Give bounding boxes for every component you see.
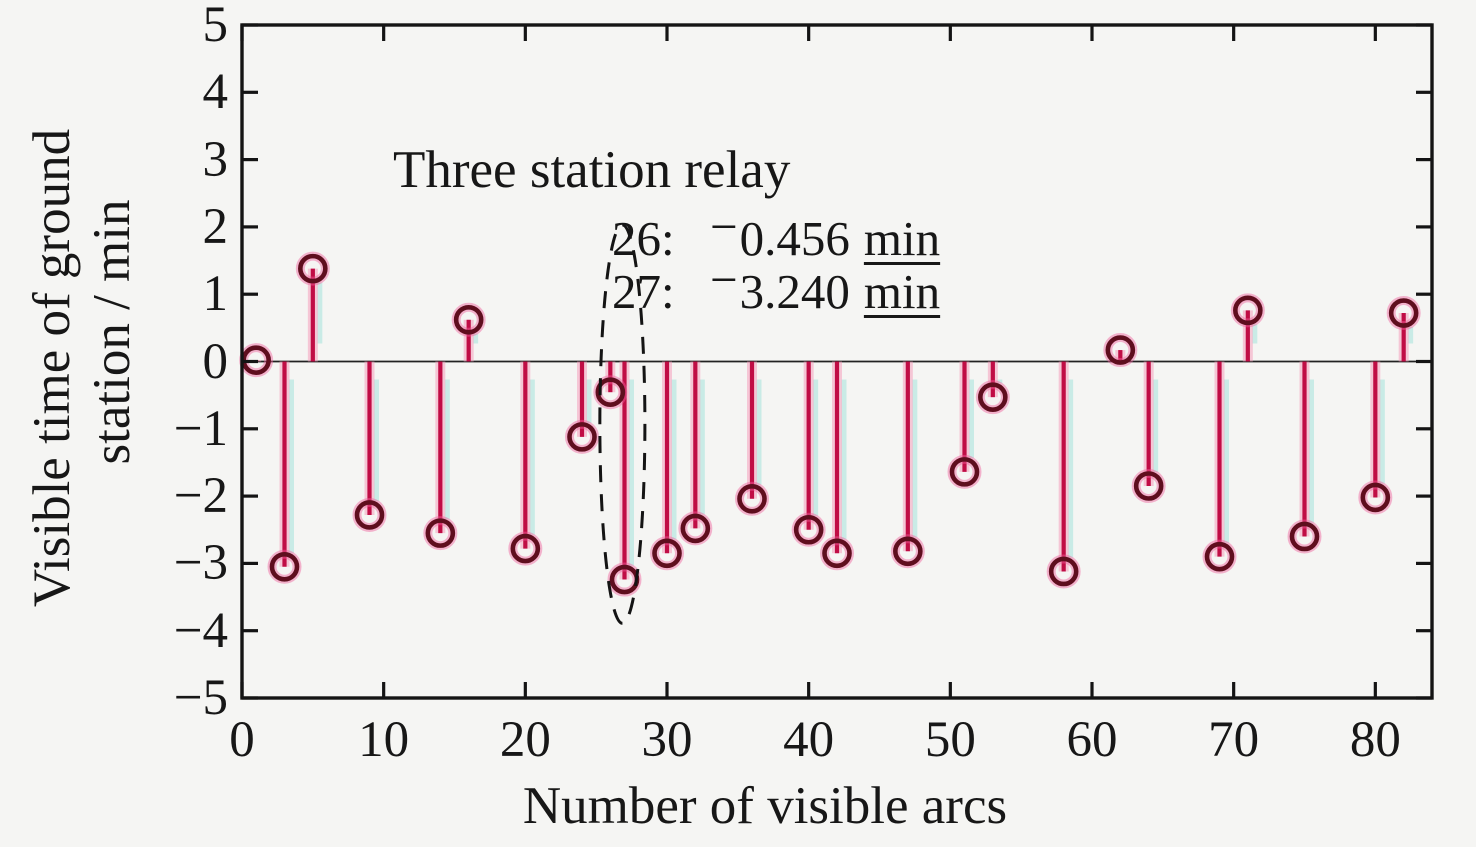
annotation-arc-index: 26: [612,211,675,266]
x-tick-label: 30 [641,712,693,768]
stem-marker [269,551,300,582]
stem-marker [978,382,1008,412]
stem-marker [425,518,456,548]
y-tick-label: 1 [202,266,229,323]
annotation-minus-sign: − [710,252,738,308]
stem-marker [652,538,682,569]
annotation-values: 26: −0.456 min 27: −3.240 min [612,200,941,319]
y-tick-label: −1 [173,400,228,457]
annotation-arc-index: 27: [612,264,675,319]
stem-marker [1048,556,1079,587]
y-axis-label-line1: Visible time of ground [23,128,81,608]
annotation-line: 27: −3.240 min [612,253,941,319]
annotation-unit: min [863,264,941,319]
stem-marker [949,457,980,487]
annotation-value: 0.456 [739,211,850,266]
stem-marker [510,533,541,564]
stem-marker [453,304,484,335]
y-tick-label: −3 [173,535,228,592]
x-tick-label: 70 [1208,712,1260,768]
y-tick-label: −2 [173,468,228,525]
stem-marker [354,500,385,530]
y-tick-label: 3 [202,131,229,188]
x-tick-label: 20 [499,712,551,768]
annotation-title: Three station relay [393,141,791,199]
stem-marker [595,377,626,407]
y-tick-label: 0 [202,333,229,390]
stem-marker [567,422,597,452]
annotation-value: 3.240 [739,264,850,319]
stem-marker [680,513,711,544]
stem-marker [1105,335,1136,365]
stem-marker [822,538,852,569]
stem-marker [298,253,328,284]
annotation-line: 26: −0.456 min [612,200,941,266]
x-tick-label: 50 [924,712,976,768]
x-tick-label: 80 [1349,712,1401,768]
stem-marker [1360,482,1391,513]
y-tick-label: 2 [202,198,229,255]
annotation-minus-sign: − [710,199,738,255]
y-tick-label: −5 [173,670,228,726]
stem-marker [893,536,923,567]
highlight-ellipse [598,223,647,625]
x-tick-label: 40 [783,712,835,768]
x-tick-label: 0 [229,712,255,768]
stem-marker [793,514,824,545]
annotation-unit: min [863,211,941,266]
y-tick-label: −4 [173,602,228,659]
y-tick-label: 4 [202,64,229,121]
stem-marker [1289,521,1320,552]
x-tick-label: 10 [358,712,410,768]
stem-marker [737,483,767,514]
y-axis-label-line2: station / min [83,199,141,465]
y-tick-label: 5 [202,0,229,53]
stem-marker [1204,541,1235,572]
x-axis-label: Number of visible arcs [522,777,1008,835]
stem-marker [1233,295,1263,326]
stem-marker [1133,471,1164,501]
stem-marker [1388,298,1419,328]
x-tick-label: 60 [1066,712,1118,768]
